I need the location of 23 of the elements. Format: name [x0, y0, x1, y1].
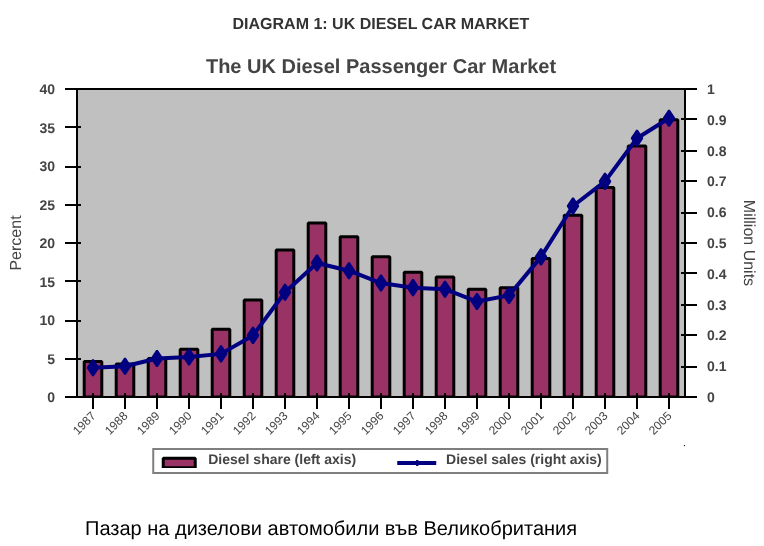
point: [374, 274, 388, 293]
point: [278, 283, 292, 302]
point: [566, 197, 580, 216]
point: [118, 357, 132, 376]
y-axis-title: Percent: [7, 213, 26, 271]
point: [470, 292, 484, 311]
point: [406, 278, 420, 297]
point: [310, 254, 324, 273]
point: [150, 349, 164, 368]
point: [438, 280, 452, 299]
point: [246, 326, 260, 345]
point: [502, 286, 516, 305]
point: [86, 358, 100, 377]
point: [662, 109, 676, 128]
text: Пазар на дизелови автомобили във Великобритания: [85, 519, 578, 541]
y2-axis-title: Million Units: [740, 199, 759, 287]
point: [598, 172, 612, 191]
point: [630, 129, 644, 148]
point: [182, 347, 196, 366]
chart-subtitle: The UK Diesel Passenger Car Market: [205, 57, 558, 79]
point: [342, 261, 356, 280]
chart-title: DIAGRAM 1: UK DIESEL CAR MARKET: [232, 15, 530, 33]
point: [534, 247, 548, 266]
